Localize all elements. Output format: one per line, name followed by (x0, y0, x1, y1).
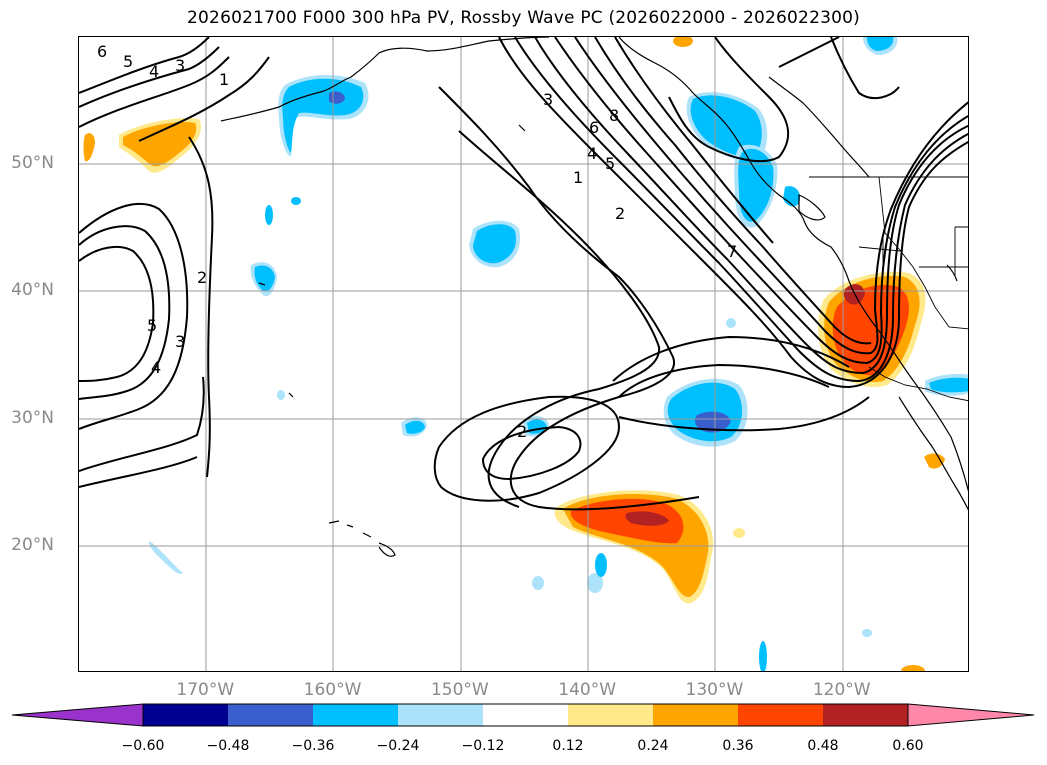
colorbar-extend-high (907, 703, 1035, 727)
contour-label: 5 (605, 154, 615, 173)
contour-label: 6 (97, 42, 107, 61)
contour-label: 3 (175, 56, 185, 75)
colorbar-tick-label: 0.60 (892, 738, 924, 754)
contour-label: 1 (219, 70, 229, 89)
contour-label: 4 (587, 144, 597, 163)
longitude-label: 120°W (812, 680, 871, 700)
map-title: 2026021700 F000 300 hPa PV, Rossby Wave … (187, 8, 860, 28)
colorbar-tick-label: −0.36 (291, 738, 335, 754)
colorbar-cell (738, 704, 823, 726)
contour-label: 2 (615, 204, 625, 223)
political-borders (809, 176, 968, 402)
longitude-label: 160°W (303, 680, 362, 700)
rossby-wave-contours (79, 37, 968, 511)
colorbar-outline (142, 703, 909, 727)
colorbar-cell (398, 704, 483, 726)
longitude-label: 170°W (176, 680, 235, 700)
latitude-label: 40°N (11, 280, 54, 301)
contour-label: 3 (175, 332, 185, 351)
contour-label: 8 (609, 106, 619, 125)
coastlines (220, 37, 968, 557)
colorbar-cell (568, 704, 653, 726)
colorbar-tick-label: 0.36 (722, 738, 754, 754)
colorbar-extend-low (11, 703, 144, 727)
map-panel[interactable]: 6 5 4 3 1 5 4 3 2 3 6 8 4 5 1 2 7 2 (78, 36, 969, 672)
colorbar-cell (823, 704, 908, 726)
colorbar-cell (483, 704, 568, 726)
contour-label: 4 (151, 358, 161, 377)
latitude-label: 30°N (11, 407, 54, 428)
colorbar-cell (653, 704, 738, 726)
longitude-label: 130°W (685, 680, 744, 700)
contour-label: 3 (543, 90, 553, 109)
colorbar (11, 703, 1035, 727)
colorbar-cell (313, 704, 398, 726)
colorbar-cell (228, 704, 313, 726)
contour-label: 5 (123, 52, 133, 71)
contour-label: 6 (589, 118, 599, 137)
latitude-label: 50°N (11, 153, 54, 174)
contour-labels: 6 5 4 3 1 5 4 3 2 3 6 8 4 5 1 2 7 2 (97, 42, 737, 441)
colorbar-tick-label: −0.24 (376, 738, 420, 754)
pv-anomaly-shading (83, 37, 968, 671)
colorbar-tick-label: 0.24 (637, 738, 669, 754)
alaska-coast (220, 37, 550, 122)
graticule (79, 37, 968, 671)
colorbar-cell (143, 704, 228, 726)
colorbar-tick-label: −0.12 (461, 738, 505, 754)
contour-label: 7 (727, 242, 737, 261)
longitude-label: 140°W (558, 680, 617, 700)
longitude-label: 150°W (430, 680, 489, 700)
contour-label: 2 (197, 268, 207, 287)
colorbar-tick-label: 0.48 (807, 738, 839, 754)
contour-label: 5 (147, 316, 157, 335)
map-canvas[interactable]: 6 5 4 3 1 5 4 3 2 3 6 8 4 5 1 2 7 2 (79, 37, 969, 672)
colorbar-tick-label: 0.12 (552, 738, 584, 754)
contour-label: 1 (573, 168, 583, 187)
colorbar-tick-label: −0.60 (121, 738, 165, 754)
colorbar-tick-label: −0.48 (206, 738, 250, 754)
latitude-label: 20°N (11, 534, 54, 555)
contour-label: 4 (149, 62, 159, 81)
contour-label: 2 (517, 422, 527, 441)
